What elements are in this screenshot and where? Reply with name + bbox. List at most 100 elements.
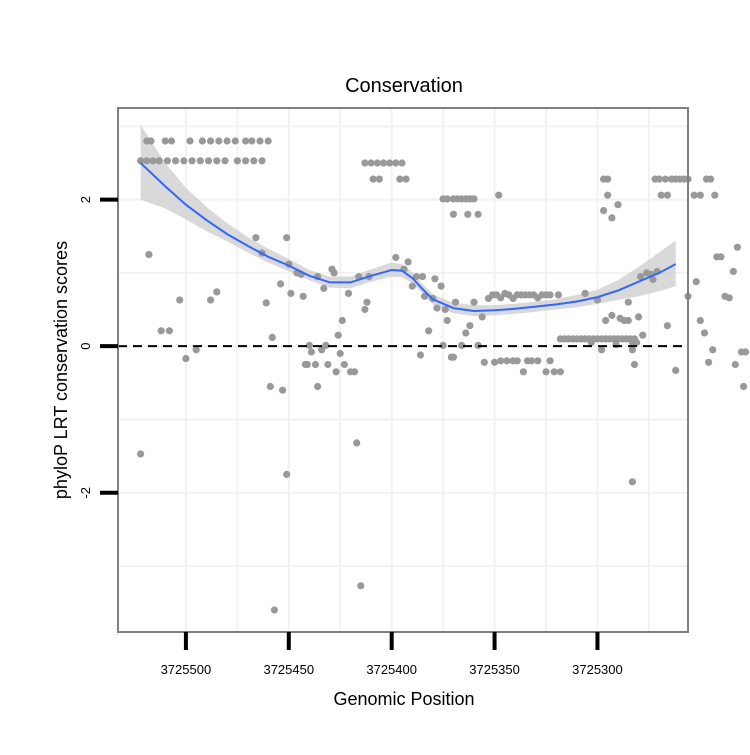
data-point — [207, 137, 214, 144]
data-point — [450, 211, 457, 218]
data-point — [466, 322, 473, 329]
data-point — [232, 137, 239, 144]
data-point — [300, 293, 307, 300]
data-point — [263, 299, 270, 306]
data-point — [207, 296, 214, 303]
data-point — [162, 137, 169, 144]
data-point — [664, 192, 671, 199]
data-point — [353, 439, 360, 446]
data-point — [304, 361, 311, 368]
data-point — [497, 357, 504, 364]
data-point — [602, 317, 609, 324]
data-point — [172, 157, 179, 164]
data-point — [442, 306, 449, 313]
data-point — [697, 317, 704, 324]
data-point — [528, 357, 535, 364]
data-point — [693, 278, 700, 285]
data-point — [730, 268, 737, 275]
data-point — [149, 157, 156, 164]
data-point — [224, 137, 231, 144]
x-axis-label: Genomic Position — [333, 689, 474, 709]
data-point — [417, 351, 424, 358]
data-point — [137, 450, 144, 457]
data-point — [547, 291, 554, 298]
data-point — [582, 290, 589, 297]
data-point — [374, 159, 381, 166]
data-point — [604, 192, 611, 199]
data-point — [193, 346, 200, 353]
data-point — [180, 157, 187, 164]
x-tick-label: 3725350 — [469, 662, 520, 677]
data-point — [409, 283, 416, 290]
data-point — [707, 176, 714, 183]
data-point — [335, 332, 342, 339]
data-point — [168, 137, 175, 144]
data-point — [242, 157, 249, 164]
data-point — [341, 361, 348, 368]
data-point — [147, 137, 154, 144]
data-point — [376, 176, 383, 183]
data-point — [339, 317, 346, 324]
data-point — [271, 606, 278, 613]
data-point — [742, 348, 749, 355]
data-point — [312, 361, 319, 368]
data-point — [265, 137, 272, 144]
data-point — [495, 192, 502, 199]
data-point — [419, 273, 426, 280]
data-point — [368, 159, 375, 166]
data-point — [392, 159, 399, 166]
data-point — [608, 214, 615, 221]
data-point — [612, 341, 619, 348]
data-point — [143, 157, 150, 164]
data-point — [629, 478, 636, 485]
data-point — [433, 305, 440, 312]
data-point — [639, 332, 646, 339]
data-point — [256, 137, 263, 144]
data-point — [213, 288, 220, 295]
data-point — [475, 211, 482, 218]
data-point — [242, 137, 249, 144]
data-point — [664, 322, 671, 329]
data-point — [625, 317, 632, 324]
data-point — [166, 327, 173, 334]
data-point — [598, 346, 605, 353]
data-point — [324, 361, 331, 368]
x-tick-label: 3725300 — [572, 662, 623, 677]
data-point — [405, 258, 412, 265]
data-point — [555, 291, 562, 298]
data-point — [333, 368, 340, 375]
data-point — [277, 280, 284, 287]
data-point — [182, 355, 189, 362]
data-point — [361, 159, 368, 166]
x-tick-label: 3725500 — [161, 662, 212, 677]
data-point — [197, 157, 204, 164]
data-point — [608, 312, 615, 319]
data-point — [248, 137, 255, 144]
data-point — [221, 157, 228, 164]
data-point — [215, 137, 222, 144]
data-point — [452, 299, 459, 306]
data-point — [283, 234, 290, 241]
data-point — [503, 357, 510, 364]
data-point — [258, 157, 265, 164]
data-point — [711, 192, 718, 199]
data-point — [345, 290, 352, 297]
data-point — [267, 383, 274, 390]
data-point — [450, 354, 457, 361]
data-point — [308, 348, 315, 355]
data-point — [491, 359, 498, 366]
data-point — [156, 157, 163, 164]
data-point — [398, 159, 405, 166]
data-point — [287, 290, 294, 297]
data-point — [279, 387, 286, 394]
data-point — [158, 327, 165, 334]
data-point — [186, 137, 193, 144]
data-point — [604, 176, 611, 183]
data-point — [481, 359, 488, 366]
data-point — [357, 582, 364, 589]
data-point — [250, 157, 257, 164]
data-point — [740, 383, 747, 390]
data-point — [176, 296, 183, 303]
data-point — [614, 201, 621, 208]
data-point — [337, 350, 344, 357]
